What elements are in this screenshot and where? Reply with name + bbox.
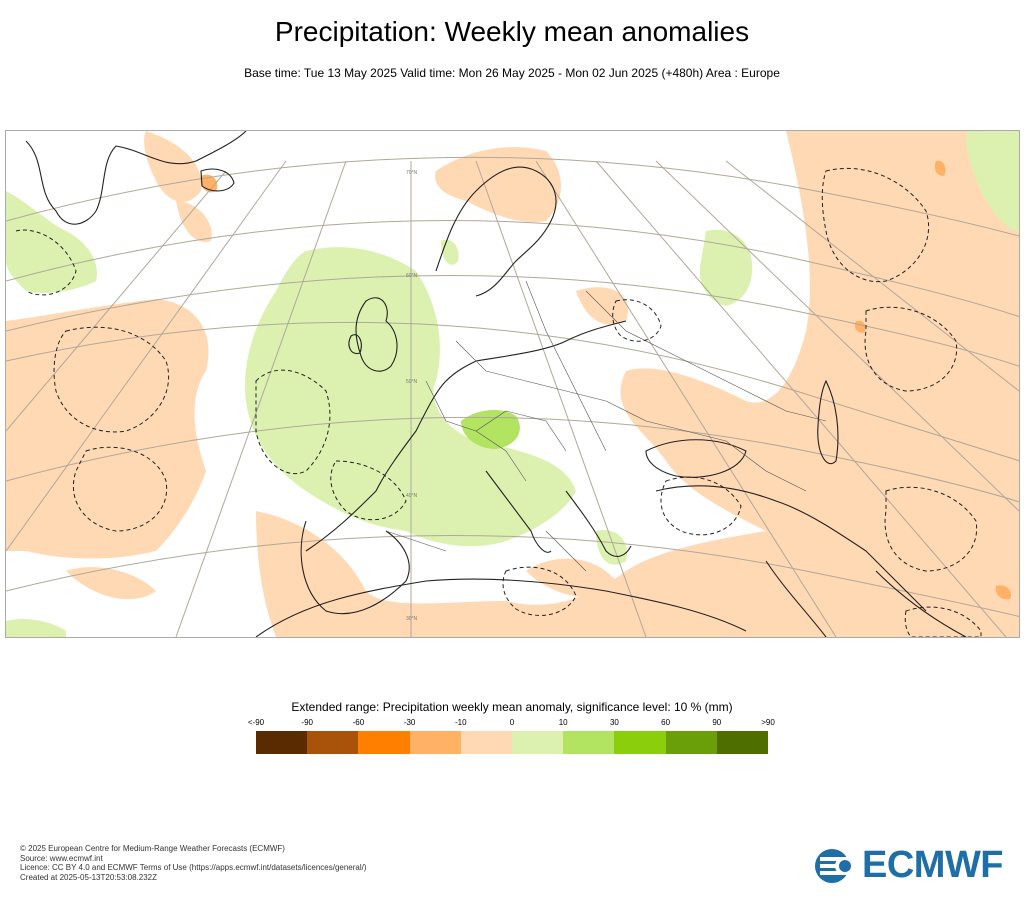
legend-label: 10 bbox=[558, 718, 568, 727]
legend-label: 60 bbox=[661, 718, 671, 727]
significance-contours bbox=[15, 167, 982, 637]
chart-title: Precipitation: Weekly mean anomalies bbox=[274, 16, 750, 47]
legend-title: Extended range: Precipitation weekly mea… bbox=[291, 700, 733, 714]
legend-swatch bbox=[256, 731, 308, 754]
lat-label-70: 70°N bbox=[406, 170, 418, 176]
legend-label: 90 bbox=[712, 718, 722, 727]
legend-label: -10 bbox=[455, 718, 467, 727]
legend-labels: <-90 -90 -60 -30 -10 0 10 30 60 90 >90 bbox=[248, 718, 775, 730]
footer-licence: Licence: CC BY 4.0 and ECMWF Terms of Us… bbox=[20, 863, 367, 873]
legend-label: 0 bbox=[509, 718, 515, 727]
country-borders bbox=[385, 280, 827, 572]
footer-created: Created at 2025-05-13T20:53:08.232Z bbox=[20, 872, 157, 882]
legend-swatch bbox=[665, 731, 717, 754]
graticule bbox=[6, 156, 1019, 637]
lat-label-50: 50°N bbox=[406, 379, 418, 385]
legend-label: 30 bbox=[609, 718, 619, 727]
coastlines bbox=[25, 131, 967, 637]
legend-swatch bbox=[307, 731, 359, 754]
legend-swatch bbox=[512, 731, 564, 754]
legend-swatch bbox=[716, 731, 769, 754]
legend-swatch bbox=[358, 731, 410, 754]
precipitation-anomaly-map: 70°N 60°N 50°N 40°N 30°N bbox=[5, 130, 1020, 638]
legend-color-bar bbox=[256, 731, 769, 754]
footer-source: Source: www.ecmwf.int bbox=[20, 853, 103, 863]
map-svg: 70°N 60°N 50°N 40°N 30°N bbox=[6, 131, 1019, 637]
dry-anomaly-areas bbox=[6, 131, 1019, 637]
wet-moderate-area bbox=[461, 409, 520, 449]
lat-label-60: 60°N bbox=[406, 273, 418, 279]
lat-label-30: 30°N bbox=[406, 616, 418, 622]
ecmwf-logo: ECMWF bbox=[814, 844, 1014, 886]
legend-label: >90 bbox=[761, 718, 775, 727]
legend-swatch bbox=[460, 731, 513, 754]
legend-label: <-90 bbox=[247, 718, 265, 727]
legend-swatch bbox=[409, 731, 461, 754]
footer-credits: © 2025 European Centre for Medium-Range … bbox=[20, 844, 367, 882]
ecmwf-logo-text: ECMWF bbox=[862, 844, 1004, 886]
legend-label: -90 bbox=[301, 718, 313, 727]
legend-swatch bbox=[614, 731, 666, 754]
legend-label: -60 bbox=[352, 718, 365, 727]
legend-swatch bbox=[563, 731, 615, 754]
footer-copyright: © 2025 European Centre for Medium-Range … bbox=[20, 844, 285, 853]
chart-subtitle: Base time: Tue 13 May 2025 Valid time: M… bbox=[244, 66, 780, 80]
legend-label: -30 bbox=[403, 718, 416, 727]
lat-label-40: 40°N bbox=[406, 493, 418, 499]
ecmwf-logo-icon bbox=[815, 849, 854, 883]
